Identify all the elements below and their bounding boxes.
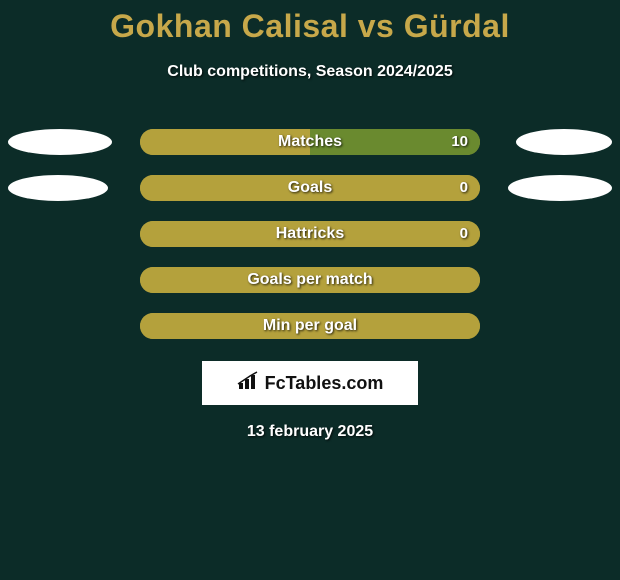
bar-chart-icon xyxy=(237,371,261,396)
stat-row: Goals per match xyxy=(0,267,620,293)
stat-rows: Matches10 Goals0 Hattricks0 Goals per match… xyxy=(0,129,620,339)
stat-row: Matches10 xyxy=(0,129,620,155)
bar-fill-left xyxy=(140,221,310,247)
bar-track xyxy=(140,129,480,155)
bar-track xyxy=(140,221,480,247)
bar-fill-right xyxy=(310,175,480,201)
bar-fill-left xyxy=(140,129,310,155)
bar-fill-left xyxy=(140,267,310,293)
left-oval xyxy=(8,129,112,155)
right-oval xyxy=(508,175,612,201)
bar-track xyxy=(140,313,480,339)
right-oval xyxy=(516,129,612,155)
stat-row: Goals0 xyxy=(0,175,620,201)
bar-fill-right xyxy=(310,129,480,155)
bar-fill-left xyxy=(140,313,310,339)
logo-text: FcTables.com xyxy=(265,373,384,394)
logo-box[interactable]: FcTables.com xyxy=(202,361,418,405)
bar-fill-right xyxy=(310,313,480,339)
bar-track xyxy=(140,267,480,293)
left-oval xyxy=(8,175,108,201)
bar-fill-left xyxy=(140,175,310,201)
date: 13 february 2025 xyxy=(0,423,620,441)
bar-track xyxy=(140,175,480,201)
stat-row: Hattricks0 xyxy=(0,221,620,247)
bar-fill-right xyxy=(310,221,480,247)
subtitle: Club competitions, Season 2024/2025 xyxy=(0,63,620,81)
stat-row: Min per goal xyxy=(0,313,620,339)
bar-fill-right xyxy=(310,267,480,293)
page-title: Gokhan Calisal vs Gürdal xyxy=(0,0,620,45)
content: Gokhan Calisal vs Gürdal Club competitio… xyxy=(0,0,620,580)
